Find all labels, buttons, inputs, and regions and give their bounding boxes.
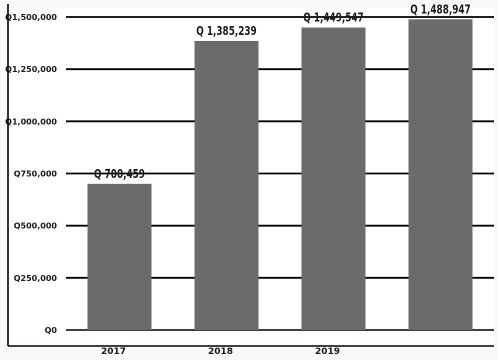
data-label: Q 700,459	[94, 167, 145, 181]
bar	[301, 27, 366, 330]
data-label: Q 1,385,239	[196, 24, 257, 38]
data-label: Q 1,449,547	[303, 11, 364, 25]
data-label: Q 1,488,947	[410, 2, 471, 16]
bar	[87, 183, 152, 330]
y-tick-label: Q250,000	[14, 274, 58, 283]
y-tick-label: Q750,000	[14, 170, 58, 179]
bar	[194, 40, 259, 330]
x-axis-ticks: 2017 2018 2019	[101, 347, 340, 357]
data-labels: Q 700,459 Q 1,385,239 Q 1,449,547 Q 1,488,9…	[94, 2, 471, 181]
x-tick-label: 2019	[315, 347, 340, 357]
chart-frame	[7, 4, 494, 347]
y-tick-label: Q1,000,000	[5, 117, 57, 126]
bar	[408, 19, 473, 330]
x-tick-label: 2018	[208, 347, 233, 357]
y-tick-label: Q1,500,000	[5, 13, 57, 22]
y-tick-label: Q1,250,000	[5, 65, 57, 74]
bars	[87, 19, 473, 330]
y-axis-ticks: Q0 Q250,000 Q500,000 Q750,000 Q1,000,000 Q1,2…	[5, 13, 57, 335]
y-tick-label: Q500,000	[14, 222, 58, 231]
y-tick-label: Q0	[45, 326, 58, 335]
x-tick-label: 2017	[101, 347, 126, 357]
